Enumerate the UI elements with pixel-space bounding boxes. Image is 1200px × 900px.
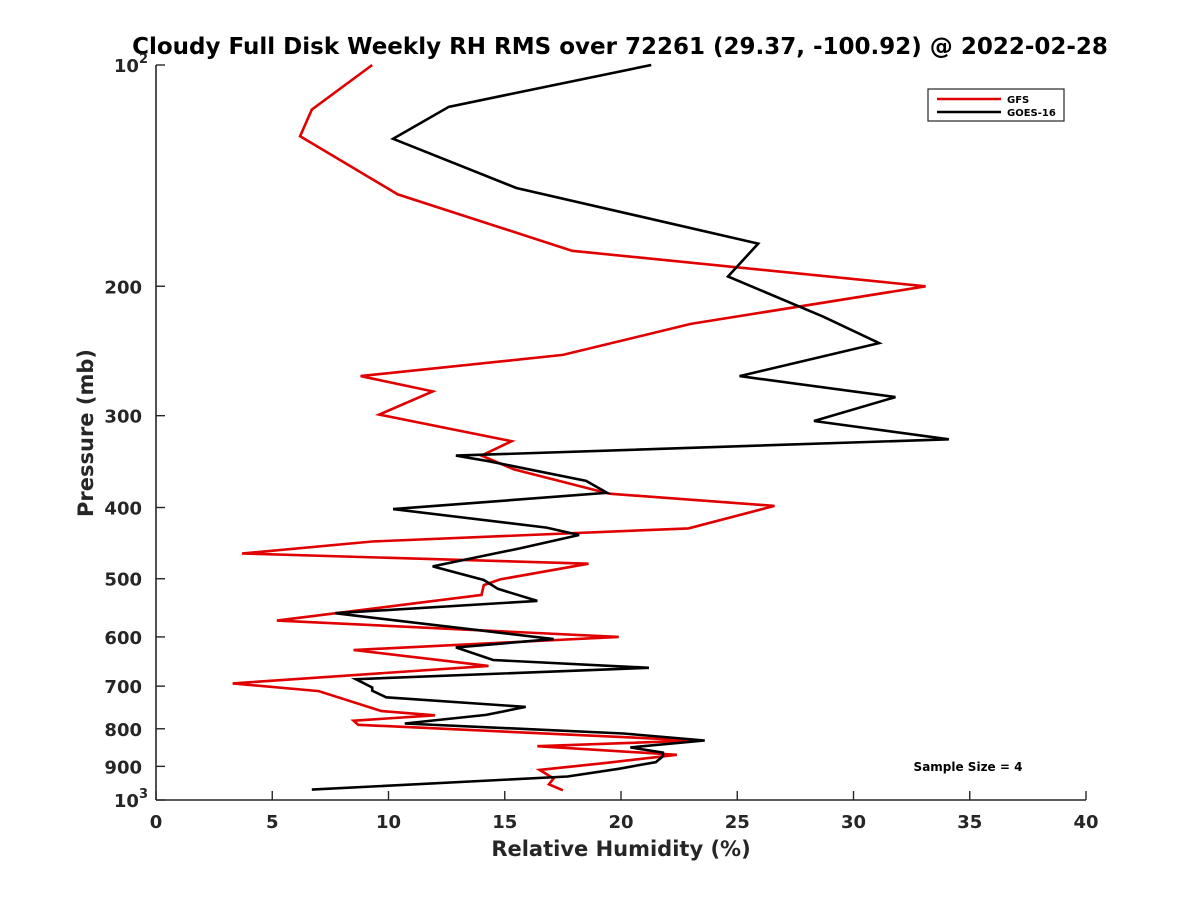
chart-title: Cloudy Full Disk Weekly RH RMS over 7226… bbox=[132, 34, 1108, 60]
y-tick-label: 500 bbox=[104, 570, 142, 591]
sample-size-annotation: Sample Size = 4 bbox=[914, 760, 1023, 774]
y-tick-label: 800 bbox=[104, 720, 142, 741]
y-tick-label-base: 10 bbox=[114, 56, 139, 77]
y-tick-label: 400 bbox=[104, 499, 142, 520]
y-tick-label: 700 bbox=[104, 677, 142, 698]
x-tick-label: 35 bbox=[957, 812, 982, 833]
y-axis-label: Pressure (mb) bbox=[74, 349, 98, 517]
y-tick-label: 200 bbox=[104, 277, 142, 298]
x-tick-label: 30 bbox=[841, 812, 866, 833]
series-layer bbox=[232, 63, 949, 792]
y-tick-label-exponent: 3 bbox=[139, 787, 148, 802]
legend: GFS GOES-16 bbox=[927, 88, 1065, 122]
x-axis-label: Relative Humidity (%) bbox=[491, 837, 750, 861]
x-tick-label: 20 bbox=[608, 812, 633, 833]
y-tick-label: 300 bbox=[104, 407, 142, 428]
x-tick-label: 15 bbox=[492, 812, 517, 833]
y-tick-label: 900 bbox=[104, 757, 142, 778]
x-tick-label: 25 bbox=[725, 812, 750, 833]
x-tick-label: 0 bbox=[150, 812, 163, 833]
y-tick-label: 103 bbox=[114, 787, 148, 812]
y-tick-label-exponent: 2 bbox=[139, 52, 148, 67]
y-tick-label: 600 bbox=[104, 628, 142, 649]
x-ticks: 0 5 10 15 20 25 30 35 40 bbox=[150, 791, 1099, 833]
y-tick-label-base: 10 bbox=[114, 791, 139, 812]
x-tick-label: 10 bbox=[376, 812, 401, 833]
x-tick-label: 40 bbox=[1073, 812, 1098, 833]
series-line-goes-16 bbox=[311, 63, 949, 791]
legend-label: GFS bbox=[1007, 95, 1029, 106]
legend-label: GOES-16 bbox=[1007, 108, 1056, 119]
x-tick-label: 5 bbox=[266, 812, 279, 833]
legend-entries: GFS GOES-16 bbox=[937, 95, 1056, 119]
legend-box bbox=[927, 88, 1065, 122]
series-line-gfs bbox=[232, 63, 926, 792]
y-tick-label: 102 bbox=[114, 52, 148, 77]
